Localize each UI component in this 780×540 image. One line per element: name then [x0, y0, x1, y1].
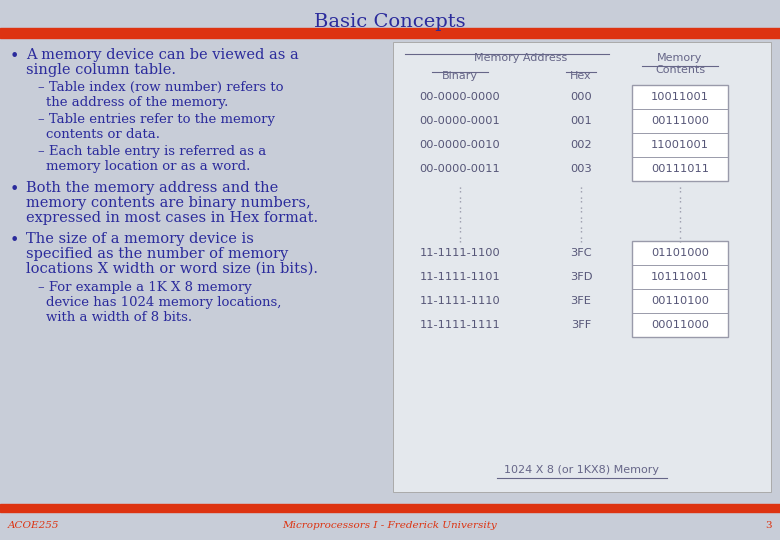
Text: Both the memory address and the: Both the memory address and the	[26, 181, 278, 195]
Text: 003: 003	[570, 164, 592, 174]
Text: 11-1111-1100: 11-1111-1100	[420, 248, 501, 258]
Text: The size of a memory device is: The size of a memory device is	[26, 232, 254, 246]
Text: – Table entries refer to the memory: – Table entries refer to the memory	[38, 113, 275, 126]
Text: 002: 002	[570, 140, 592, 150]
Text: – Each table entry is referred as a: – Each table entry is referred as a	[38, 145, 266, 158]
Text: •: •	[10, 48, 20, 65]
Text: 00-0000-0001: 00-0000-0001	[420, 116, 501, 126]
Text: •: •	[10, 181, 20, 198]
Text: 11-1111-1101: 11-1111-1101	[420, 272, 501, 282]
Text: 10011001: 10011001	[651, 92, 709, 102]
Text: 3FF: 3FF	[571, 320, 591, 330]
Text: Hex: Hex	[570, 71, 592, 81]
Text: 11001001: 11001001	[651, 140, 709, 150]
Bar	[0, 504, 780, 512]
Text: 00011000: 00011000	[651, 320, 709, 330]
Text: 3FD: 3FD	[569, 272, 592, 282]
Text: 00-0000-0000: 00-0000-0000	[420, 92, 501, 102]
Text: 001: 001	[570, 116, 592, 126]
Text: Memory Address: Memory Address	[474, 53, 567, 63]
Text: •: •	[10, 232, 20, 249]
Text: 00111000: 00111000	[651, 116, 709, 126]
Text: memory contents are binary numbers,: memory contents are binary numbers,	[26, 196, 310, 210]
Text: single column table.: single column table.	[26, 63, 176, 77]
Bar	[632, 241, 728, 337]
Text: A memory device can be viewed as a: A memory device can be viewed as a	[26, 48, 299, 62]
Text: 3FC: 3FC	[570, 248, 592, 258]
Text: 3: 3	[765, 522, 772, 530]
Text: the address of the memory.: the address of the memory.	[46, 96, 229, 109]
Text: 01101000: 01101000	[651, 248, 709, 258]
Text: Contents: Contents	[655, 65, 705, 75]
Text: – Table index (row number) refers to: – Table index (row number) refers to	[38, 81, 283, 94]
Text: 00111011: 00111011	[651, 164, 709, 174]
Text: specified as the number of memory: specified as the number of memory	[26, 247, 289, 261]
Text: contents or data.: contents or data.	[46, 128, 160, 141]
Bar	[632, 85, 728, 181]
Text: 3FE: 3FE	[570, 296, 591, 306]
Text: 00110100: 00110100	[651, 296, 709, 306]
Text: 1024 X 8 (or 1KX8) Memory: 1024 X 8 (or 1KX8) Memory	[505, 465, 660, 475]
Text: ACOE255: ACOE255	[8, 522, 59, 530]
Text: Memory: Memory	[658, 53, 703, 63]
Text: 10111001: 10111001	[651, 272, 709, 282]
Text: Basic Concepts: Basic Concepts	[314, 13, 466, 31]
Text: with a width of 8 bits.: with a width of 8 bits.	[46, 311, 192, 324]
Text: 11-1111-1111: 11-1111-1111	[420, 320, 501, 330]
Text: 11-1111-1110: 11-1111-1110	[420, 296, 501, 306]
Text: 00-0000-0011: 00-0000-0011	[420, 164, 501, 174]
Text: 000: 000	[570, 92, 592, 102]
Bar	[0, 28, 780, 38]
Text: device has 1024 memory locations,: device has 1024 memory locations,	[46, 296, 282, 309]
Text: Binary: Binary	[442, 71, 478, 81]
Text: expressed in most cases in Hex format.: expressed in most cases in Hex format.	[26, 211, 318, 225]
Text: – For example a 1K X 8 memory: – For example a 1K X 8 memory	[38, 281, 252, 294]
Bar	[393, 42, 771, 492]
Text: locations X width or word size (in bits).: locations X width or word size (in bits)…	[26, 262, 318, 276]
Text: 00-0000-0010: 00-0000-0010	[420, 140, 501, 150]
Text: memory location or as a word.: memory location or as a word.	[46, 160, 250, 173]
Text: Microprocessors I - Frederick University: Microprocessors I - Frederick University	[282, 522, 498, 530]
